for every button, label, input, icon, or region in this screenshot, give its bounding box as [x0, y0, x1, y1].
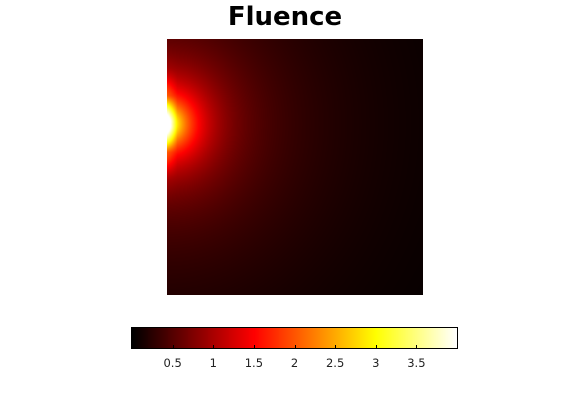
colorbar-tick-mark [213, 345, 215, 348]
colorbar-tick-mark [294, 345, 296, 348]
colorbar-tick-mark [335, 345, 337, 348]
colorbar-tick-mark [375, 345, 377, 348]
colorbar-tick-mark [416, 345, 418, 348]
colorbar-tick-mark [172, 345, 174, 348]
colorbar-tick-label: 2 [290, 356, 299, 370]
colorbar-tick-mark [253, 345, 255, 348]
colorbar-tick-label: 3 [372, 356, 380, 370]
colorbar-tick-label: 1.5 [244, 356, 264, 370]
colorbar-gradient [132, 328, 457, 348]
colorbar [131, 327, 458, 349]
colorbar-tick-label: 2.5 [325, 356, 345, 370]
heatmap-canvas [167, 39, 423, 295]
colorbar-tick-label: 1 [209, 356, 217, 370]
fluence-heatmap [167, 39, 423, 295]
chart-title: Fluence [227, 2, 343, 32]
colorbar-tick-label: 3.5 [407, 356, 426, 370]
colorbar-tick-label: 0.5 [163, 356, 182, 370]
